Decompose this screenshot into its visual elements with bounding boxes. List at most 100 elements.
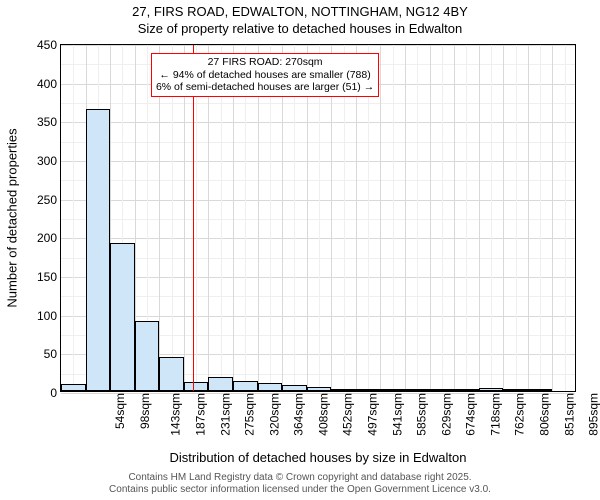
- histogram-bar: [61, 384, 86, 391]
- histogram-bar: [356, 389, 381, 391]
- annotation-box: 27 FIRS ROAD: 270sqm← 94% of detached ho…: [151, 53, 379, 97]
- x-gridline-minor: [491, 45, 492, 391]
- y-tick-label: 100: [37, 309, 61, 323]
- histogram-bar: [479, 388, 504, 391]
- histogram-bar: [307, 387, 332, 391]
- histogram-bar: [282, 385, 307, 391]
- histogram-bar: [380, 389, 405, 391]
- x-tick-label: 231sqm: [218, 393, 232, 436]
- y-gridline: [61, 277, 575, 278]
- histogram-bar: [528, 389, 553, 391]
- y-gridline-minor: [61, 258, 575, 259]
- x-gridline-minor: [565, 45, 566, 391]
- x-gridline: [380, 45, 381, 391]
- x-gridline: [159, 45, 160, 391]
- x-gridline: [233, 45, 234, 391]
- x-gridline-minor: [172, 45, 173, 391]
- x-gridline: [552, 45, 553, 391]
- y-gridline: [61, 200, 575, 201]
- title-line-1: 27, FIRS ROAD, EDWALTON, NOTTINGHAM, NG1…: [0, 4, 600, 21]
- y-gridline: [61, 238, 575, 239]
- x-gridline: [405, 45, 406, 391]
- annotation-line: 6% of semi-detached houses are larger (5…: [156, 81, 374, 94]
- footer-line-2: Contains public sector information licen…: [0, 484, 600, 496]
- histogram-bar: [430, 389, 455, 391]
- histogram-bar: [184, 382, 209, 391]
- x-tick-label: 364sqm: [292, 393, 306, 436]
- reference-line: [193, 45, 194, 391]
- x-gridline-minor: [245, 45, 246, 391]
- x-gridline-minor: [319, 45, 320, 391]
- x-gridline-minor: [417, 45, 418, 391]
- y-tick-label: 450: [37, 38, 61, 52]
- x-gridline: [479, 45, 480, 391]
- y-gridline: [61, 122, 575, 123]
- annotation-line: ← 94% of detached houses are smaller (78…: [156, 69, 374, 82]
- y-gridline-minor: [61, 142, 575, 143]
- histogram-bar: [159, 357, 184, 391]
- x-gridline: [307, 45, 308, 391]
- y-gridline-minor: [61, 219, 575, 220]
- x-gridline: [454, 45, 455, 391]
- annotation-line: 27 FIRS ROAD: 270sqm: [156, 56, 374, 69]
- x-gridline-minor: [73, 45, 74, 391]
- x-tick-label: 98sqm: [138, 393, 152, 429]
- x-tick-label: 187sqm: [194, 393, 208, 436]
- x-gridline: [258, 45, 259, 391]
- y-axis-label: Number of detached properties: [5, 128, 20, 307]
- histogram-bar: [110, 243, 135, 391]
- y-tick-label: 400: [37, 77, 61, 91]
- histogram-bar: [454, 389, 479, 391]
- x-gridline-minor: [540, 45, 541, 391]
- y-tick-label: 50: [44, 347, 61, 361]
- x-tick-label: 320sqm: [267, 393, 281, 436]
- x-gridline-minor: [344, 45, 345, 391]
- x-tick-label: 452sqm: [341, 393, 355, 436]
- histogram-bar: [405, 389, 430, 391]
- x-tick-label: 408sqm: [317, 393, 331, 436]
- x-tick-label: 674sqm: [464, 393, 478, 436]
- plot-area: 05010015020025030035040045054sqm98sqm143…: [60, 44, 576, 392]
- x-gridline: [528, 45, 529, 391]
- x-gridline-minor: [442, 45, 443, 391]
- x-tick-label: 585sqm: [415, 393, 429, 436]
- y-gridline: [61, 316, 575, 317]
- histogram-bar: [258, 383, 283, 391]
- x-axis-label: Distribution of detached houses by size …: [60, 450, 576, 465]
- y-tick-label: 250: [37, 193, 61, 207]
- x-tick-label: 806sqm: [538, 393, 552, 436]
- y-gridline-minor: [61, 296, 575, 297]
- x-tick-label: 718sqm: [489, 393, 503, 436]
- x-tick-label: 629sqm: [439, 393, 453, 436]
- histogram-bar: [233, 381, 258, 391]
- x-gridline: [503, 45, 504, 391]
- x-gridline-minor: [516, 45, 517, 391]
- x-gridline: [282, 45, 283, 391]
- x-tick-label: 895sqm: [587, 393, 600, 436]
- x-gridline-minor: [270, 45, 271, 391]
- x-gridline: [208, 45, 209, 391]
- y-tick-label: 300: [37, 154, 61, 168]
- x-gridline: [184, 45, 185, 391]
- x-gridline-minor: [196, 45, 197, 391]
- x-gridline: [430, 45, 431, 391]
- x-tick-label: 541sqm: [390, 393, 404, 436]
- x-gridline-minor: [221, 45, 222, 391]
- histogram-bar: [208, 377, 233, 391]
- x-tick-label: 143sqm: [169, 393, 183, 436]
- x-gridline-minor: [466, 45, 467, 391]
- histogram-bar: [86, 109, 111, 391]
- histogram-bar: [503, 389, 528, 391]
- y-tick-label: 200: [37, 231, 61, 245]
- histogram-bar: [331, 389, 356, 391]
- x-tick-label: 54sqm: [113, 393, 127, 429]
- x-tick-label: 851sqm: [562, 393, 576, 436]
- y-gridline: [61, 161, 575, 162]
- x-gridline-minor: [368, 45, 369, 391]
- footer-line-1: Contains HM Land Registry data © Crown c…: [0, 472, 600, 484]
- x-gridline-minor: [393, 45, 394, 391]
- chart-title: 27, FIRS ROAD, EDWALTON, NOTTINGHAM, NG1…: [0, 0, 600, 38]
- x-tick-label: 762sqm: [513, 393, 527, 436]
- y-tick-label: 0: [50, 386, 61, 400]
- x-gridline-minor: [294, 45, 295, 391]
